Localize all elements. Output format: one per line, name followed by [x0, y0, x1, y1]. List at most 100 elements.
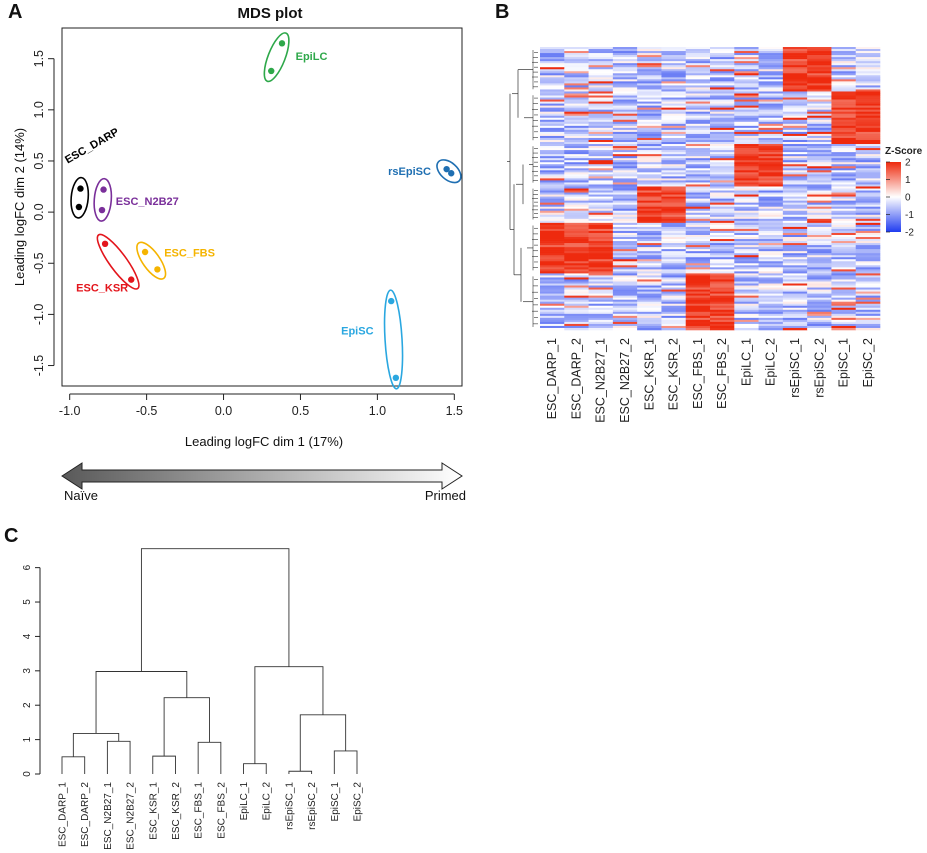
heatmap-cell: [685, 160, 711, 163]
heatmap-cell: [612, 237, 638, 240]
heatmap-cell: [685, 267, 711, 270]
heatmap-cell: [564, 105, 589, 108]
heatmap-cell: [564, 285, 589, 288]
dendro-y-tick-label: 3: [22, 668, 33, 674]
heatmap-cell: [564, 255, 589, 258]
heatmap-cell: [807, 139, 832, 143]
heatmap-cell: [807, 152, 832, 155]
heatmap-cell: [612, 208, 638, 212]
heatmap-cell: [637, 101, 662, 104]
mds-group-ellipse: [436, 159, 462, 184]
dendro-leaf-label: rsEpiSC_2: [307, 782, 318, 830]
heatmap-cell: [540, 243, 565, 246]
heatmap-cell: [637, 107, 662, 110]
heatmap-cell: [685, 281, 711, 284]
heatmap-cell: [588, 89, 614, 92]
heatmap-cell: [540, 101, 565, 104]
heatmap-cell: [540, 241, 565, 244]
heatmap-cell: [710, 255, 735, 258]
heatmap-cell: [564, 53, 589, 56]
heatmap-cell: [831, 303, 857, 307]
heatmap-cell: [758, 129, 784, 133]
heatmap-cell: [758, 61, 784, 64]
heatmap-cell: [588, 115, 614, 119]
heatmap-cell: [612, 105, 638, 108]
heatmap-cell: [612, 259, 638, 262]
heatmap-cell: [758, 51, 784, 54]
heatmap-cell: [612, 228, 638, 232]
heatmap-cell: [758, 192, 784, 195]
heatmap-cell: [758, 311, 784, 315]
heatmap-cell: [612, 73, 638, 76]
heatmap-cell: [685, 51, 711, 54]
heatmap-cell: [782, 285, 808, 288]
heatmap-cell: [661, 222, 687, 226]
heatmap-cell: [734, 55, 759, 58]
heatmap-cell: [637, 192, 662, 195]
heatmap-cell: [637, 186, 662, 189]
heatmap-cell: [564, 241, 589, 244]
heatmap-cell: [588, 170, 614, 173]
heatmap-cell: [588, 95, 614, 98]
heatmap-cell: [637, 293, 662, 296]
heatmap-cell: [782, 75, 808, 78]
heatmap-cell: [710, 253, 735, 256]
heatmap-cell: [710, 166, 735, 169]
heatmap-cell: [758, 271, 784, 274]
heatmap-cell: [685, 323, 711, 327]
heatmap-cell: [758, 285, 784, 288]
heatmap-cell: [661, 315, 687, 319]
heatmap-cell: [758, 257, 784, 260]
heatmap-cell: [758, 67, 784, 70]
heatmap-cell: [540, 226, 565, 230]
heatmap-cell: [855, 303, 881, 307]
heatmap-cell: [661, 77, 687, 80]
heatmap-cell: [612, 251, 638, 254]
heatmap-cell: [710, 186, 735, 189]
heatmap-cell: [540, 77, 565, 80]
heatmap-column-labels: ESC_DARP_1 ESC_DARP_2 ESC_N2B27_1 ESC_N2B27…: [545, 338, 875, 423]
mds-x-tick-label: 0.5: [292, 404, 309, 418]
heatmap-cell: [661, 226, 687, 230]
heatmap-cell: [807, 111, 832, 115]
heatmap-column-label: rsEpiSC_1: [788, 338, 802, 398]
heatmap-cell: [661, 168, 687, 171]
heatmap-cell: [685, 198, 711, 201]
heatmap-cell: [734, 49, 759, 52]
heatmap-cell: [637, 125, 662, 129]
heatmap-cell: [710, 307, 735, 311]
heatmap-cell: [807, 142, 832, 145]
heatmap-cell: [710, 279, 735, 282]
heatmap-cell: [661, 230, 687, 234]
heatmap-cell: [637, 239, 662, 242]
heatmap-column-label: rsEpiSC_2: [812, 338, 826, 398]
heatmap-cell: [710, 109, 735, 112]
heatmap-cell: [758, 293, 784, 296]
heatmap-cell: [782, 63, 808, 66]
heatmap-cell: [807, 83, 832, 86]
heatmap-cell: [855, 321, 881, 325]
heatmap-cell: [734, 216, 759, 220]
heatmap-cell: [807, 91, 832, 94]
heatmap-cell: [807, 251, 832, 254]
heatmap-cell: [855, 115, 881, 119]
heatmap-cell: [734, 247, 759, 250]
heatmap-cell: [612, 234, 638, 238]
heatmap-cell: [540, 97, 565, 100]
heatmap-cell: [564, 156, 589, 159]
heatmap-cell: [855, 293, 881, 296]
dendro-branch: [95, 671, 188, 734]
heatmap-cell: [540, 176, 565, 179]
heatmap-cell: [831, 156, 857, 159]
heatmap-cell: [661, 190, 687, 193]
heatmap-cell: [588, 162, 614, 165]
heatmap-cell: [734, 271, 759, 274]
heatmap-cell: [758, 269, 784, 272]
heatmap-cell: [612, 164, 638, 167]
heatmap-cell: [807, 287, 832, 290]
heatmap-cell: [637, 317, 662, 321]
heatmap-cell: [612, 121, 638, 125]
heatmap-cell: [758, 142, 784, 145]
heatmap-cell: [661, 255, 687, 258]
heatmap-cell: [782, 267, 808, 270]
